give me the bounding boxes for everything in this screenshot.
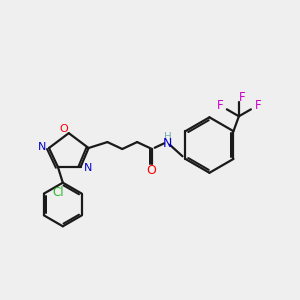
Text: F: F	[238, 91, 245, 104]
Text: O: O	[59, 124, 68, 134]
Text: N: N	[83, 163, 92, 173]
Text: H: H	[164, 132, 172, 142]
Text: N: N	[38, 142, 46, 152]
Text: F: F	[254, 99, 261, 112]
Text: Cl: Cl	[52, 186, 64, 199]
Text: N: N	[163, 136, 172, 150]
Text: O: O	[146, 164, 156, 177]
Text: F: F	[217, 99, 223, 112]
